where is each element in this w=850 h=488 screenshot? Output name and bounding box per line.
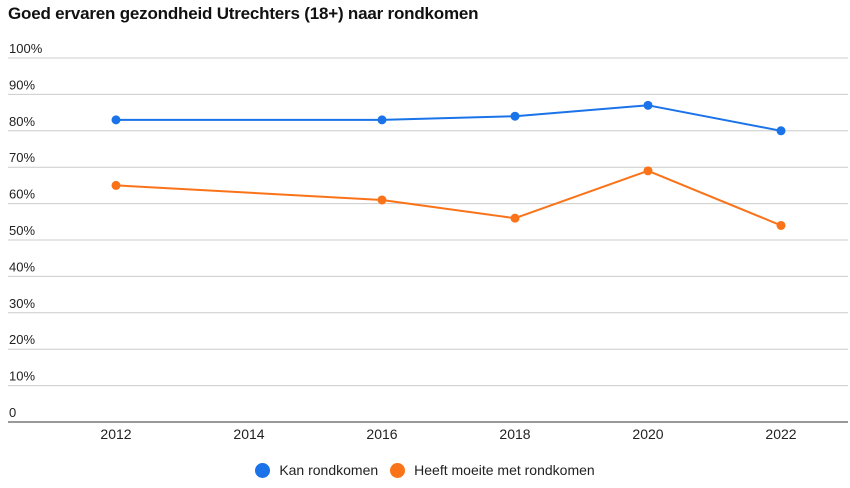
x-axis-tick-labels: 2012 2014 2016 2018 2020 2022 [100, 426, 796, 442]
gridlines [8, 57, 848, 423]
data-point[interactable] [377, 195, 387, 205]
y-tick-label: 20% [9, 332, 35, 347]
x-tick-label: 2018 [499, 426, 530, 442]
y-tick-label: 60% [9, 187, 35, 202]
series-2 [111, 166, 786, 230]
series-1 [111, 100, 786, 136]
legend: Kan rondkomen Heeft moeite met rondkomen [0, 462, 850, 488]
y-tick-label: 70% [9, 150, 35, 165]
series-line [116, 104, 782, 132]
x-tick-label: 2016 [366, 426, 397, 442]
y-tick-label: 40% [9, 259, 35, 274]
legend-item[interactable]: Heeft moeite met rondkomen [390, 462, 595, 478]
x-tick-label: 2020 [632, 426, 663, 442]
data-point[interactable] [643, 166, 653, 176]
legend-label: Kan rondkomen [279, 462, 379, 478]
y-tick-label: 50% [9, 223, 35, 238]
y-tick-label: 10% [9, 369, 35, 384]
data-point[interactable] [643, 100, 653, 110]
series-line [115, 169, 782, 227]
legend-item[interactable]: Kan rondkomen [255, 462, 378, 478]
y-tick-label: 30% [9, 296, 35, 311]
y-tick-label: 80% [9, 114, 35, 129]
y-tick-label: 0 [9, 405, 16, 420]
legend-swatch [255, 462, 271, 478]
data-point[interactable] [377, 115, 387, 125]
x-tick-label: 2014 [233, 426, 264, 442]
legend-label: Heeft moeite met rondkomen [414, 462, 595, 478]
line-chart: 010%20%30%40%50%60%70%80%90%100% 2012 201… [8, 41, 848, 442]
data-point[interactable] [510, 213, 520, 223]
y-tick-label: 90% [9, 77, 35, 92]
data-point[interactable] [111, 115, 121, 125]
data-point[interactable] [776, 126, 786, 136]
y-axis-tick-labels: 0 10% 20% 30% 40% 50% 60% 70% 80% 90% 100% [9, 41, 43, 420]
legend-swatch [390, 462, 406, 478]
y-tick-label: 100% [9, 41, 43, 56]
data-point[interactable] [776, 220, 786, 230]
series-group [111, 100, 786, 230]
x-tick-label: 2022 [765, 426, 796, 442]
x-tick-label: 2012 [100, 426, 131, 442]
data-point[interactable] [111, 180, 121, 190]
chart-title: Goed ervaren gezondheid Utrechters (18+)… [8, 4, 479, 23]
data-point[interactable] [510, 111, 520, 121]
